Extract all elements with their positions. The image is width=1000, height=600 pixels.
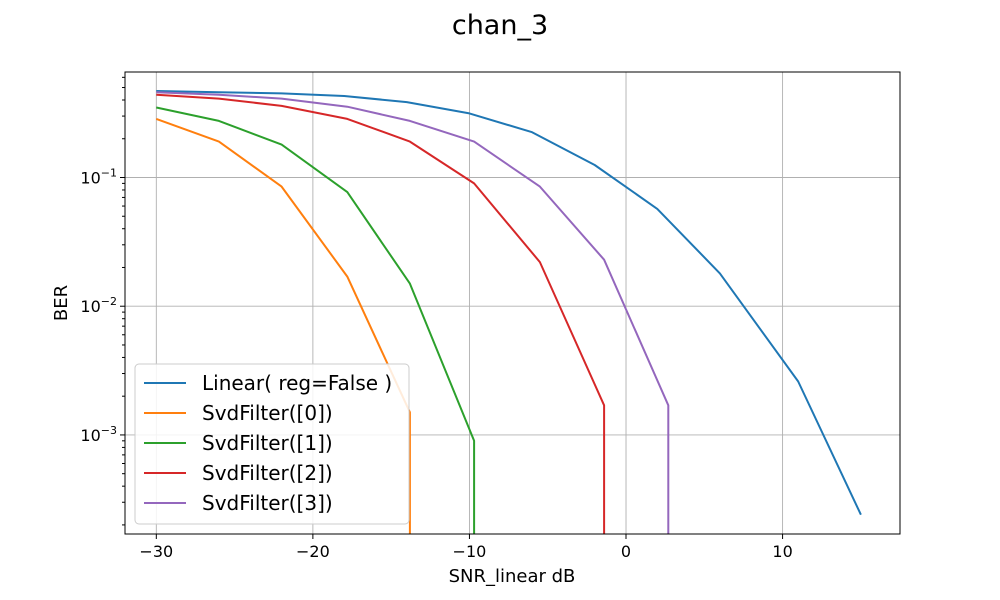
series-line-4 — [156, 91, 670, 534]
x-tick-label: −20 — [296, 542, 330, 561]
y-tick-label: 10−3 — [80, 424, 117, 445]
legend-box — [134, 363, 410, 525]
series-lines — [155, 90, 862, 534]
series-line-3 — [156, 93, 606, 534]
legend: Linear( reg=False ) SvdFilter([0]) SvdFilt… — [134, 363, 410, 525]
series-line-0 — [156, 90, 862, 516]
y-tick-label: 10−2 — [80, 295, 117, 316]
legend-label: SvdFilter([3]) — [202, 491, 333, 515]
x-tick-label: −30 — [139, 542, 173, 561]
y-tick-label: 10−1 — [80, 166, 117, 187]
axis-ticks: −30 −20 −10 0 10 10−3 10−2 10−1 — [80, 76, 793, 561]
chart-title: chan_3 — [452, 10, 548, 41]
y-axis-label: BER — [51, 285, 72, 321]
legend-label: Linear( reg=False ) — [202, 371, 392, 395]
series-line-2 — [156, 106, 476, 534]
x-axis-label: SNR_linear dB — [449, 566, 576, 587]
x-tick-label: 10 — [772, 542, 792, 561]
x-tick-label: 0 — [621, 542, 631, 561]
legend-label: SvdFilter([1]) — [202, 431, 333, 455]
legend-label: SvdFilter([0]) — [202, 401, 333, 425]
series-line-1 — [155, 117, 411, 534]
plot-frame — [124, 71, 901, 535]
x-tick-label: −10 — [453, 542, 487, 561]
legend-label: SvdFilter([2]) — [202, 461, 333, 485]
